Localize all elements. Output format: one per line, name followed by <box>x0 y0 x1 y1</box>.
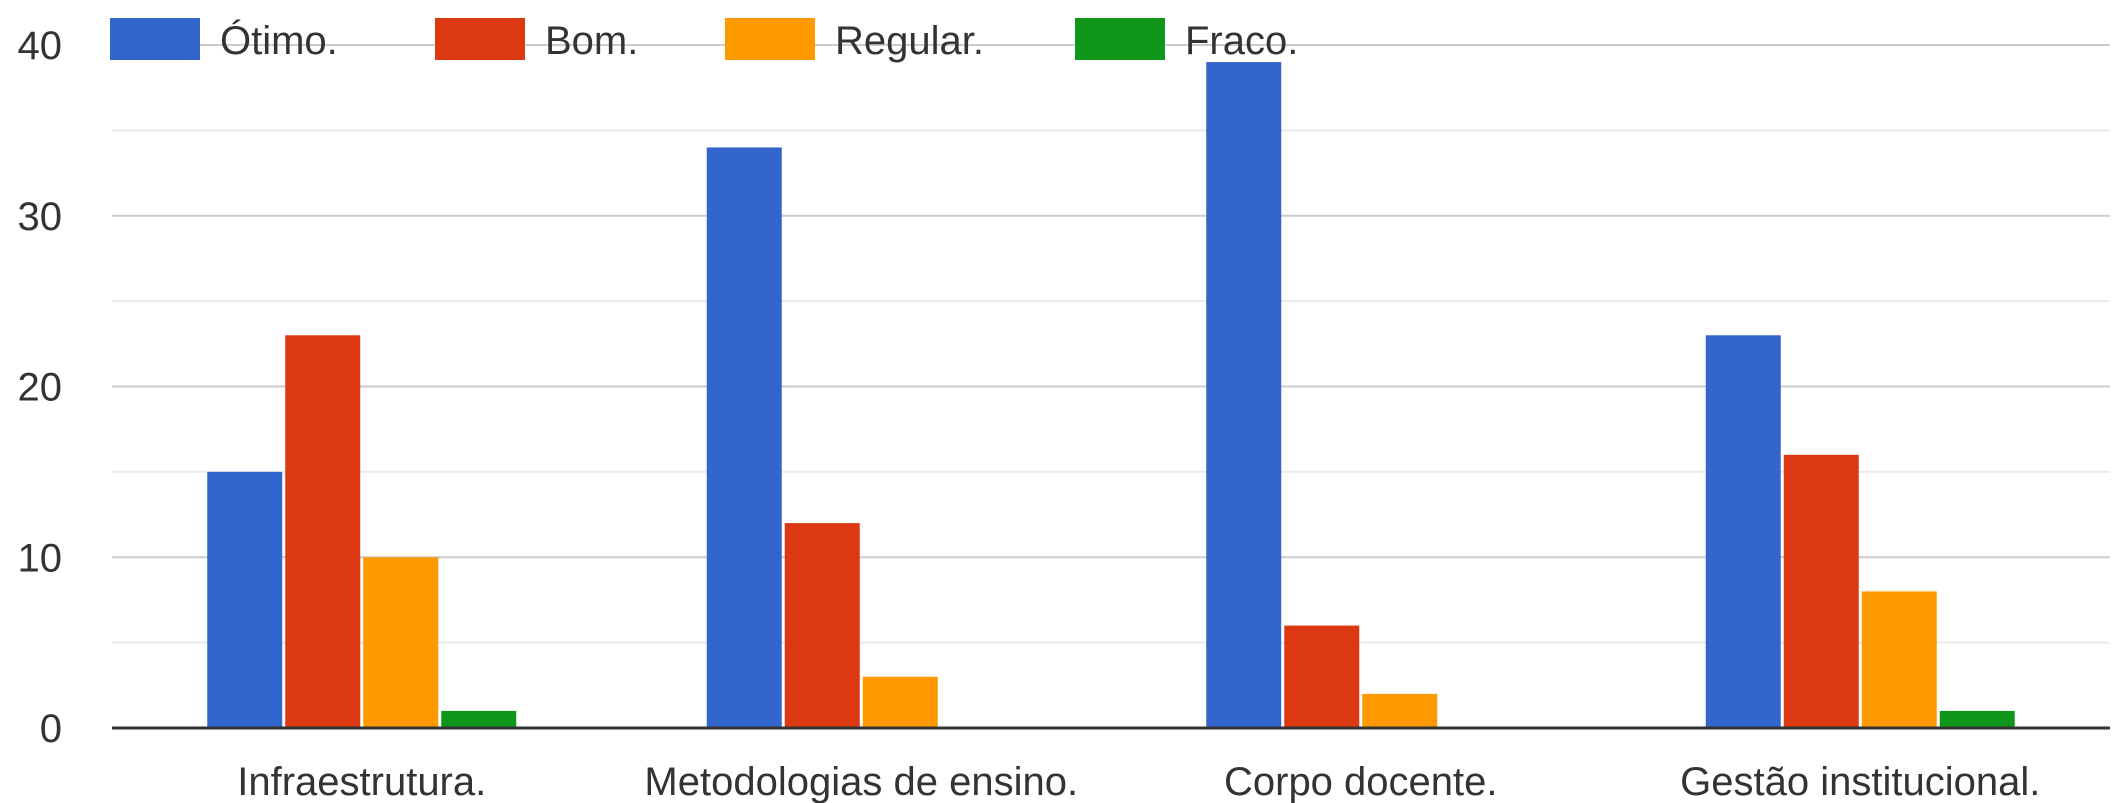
bar <box>1284 625 1360 728</box>
x-category-label: Corpo docente. <box>1224 760 1498 803</box>
bar <box>1705 335 1781 728</box>
legend-label: Regular. <box>835 19 984 63</box>
grid-lines <box>112 44 2110 644</box>
legend-swatch <box>110 18 200 60</box>
bar <box>784 523 860 728</box>
bar <box>363 557 439 728</box>
legend-label: Bom. <box>545 19 638 63</box>
legend-swatch <box>1075 18 1165 60</box>
bar <box>207 471 283 728</box>
bar <box>862 676 938 728</box>
legend: Ótimo. Bom. Regular. Fraco. <box>110 18 1298 63</box>
bar <box>706 147 782 728</box>
x-category-label: Gestão institucional. <box>1680 760 2040 803</box>
y-tick-label: 0 <box>40 707 62 751</box>
legend-label: Ótimo. <box>220 18 338 63</box>
bar <box>1206 62 1282 728</box>
y-tick-label: 30 <box>18 195 63 239</box>
y-axis-ticks: 0 10 20 30 40 <box>18 24 63 751</box>
bars <box>207 62 2015 728</box>
y-tick-label: 10 <box>18 536 63 580</box>
x-category-label: Infraestrutura. <box>237 760 486 803</box>
y-tick-label: 20 <box>18 366 63 410</box>
bar <box>441 710 517 728</box>
legend-swatch <box>435 18 525 60</box>
bar <box>285 335 361 728</box>
bar <box>1861 591 1937 728</box>
x-category-label: Metodologias de ensino. <box>644 760 1078 803</box>
y-tick-label: 40 <box>18 24 63 68</box>
bar <box>1939 710 2015 728</box>
bar <box>1783 454 1859 728</box>
x-axis-categories: Infraestrutura. Metodologias de ensino. Co… <box>237 760 2040 803</box>
legend-swatch <box>725 18 815 60</box>
bar <box>1362 693 1438 728</box>
legend-label: Fraco. <box>1185 19 1298 63</box>
